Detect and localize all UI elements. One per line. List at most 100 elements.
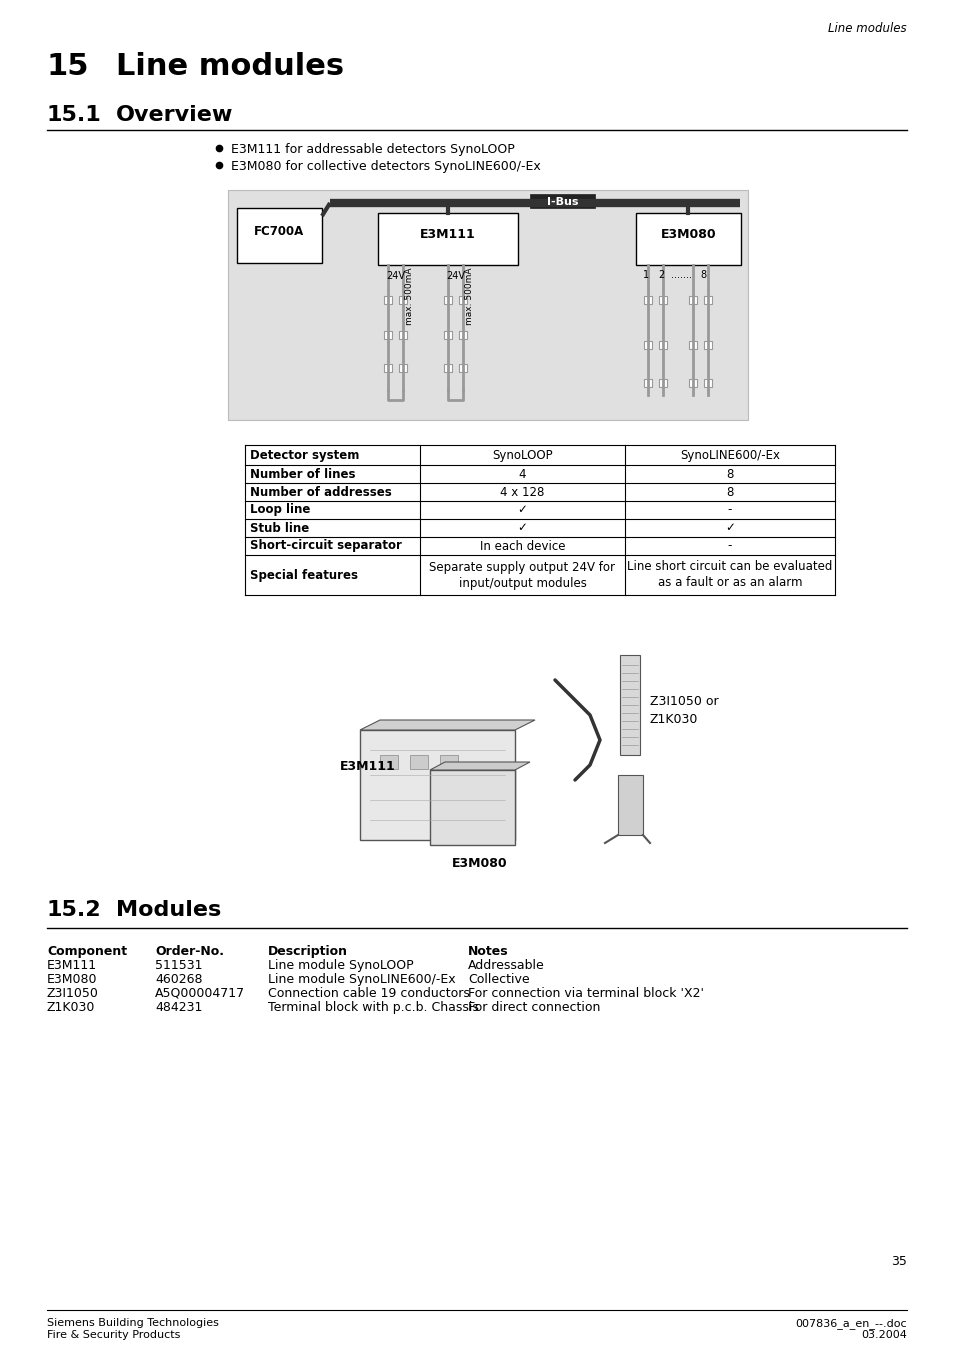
Text: 15: 15 [47, 51, 90, 81]
Text: E3M111: E3M111 [47, 959, 97, 971]
Text: 4: 4 [518, 467, 526, 481]
Text: as a fault or as an alarm: as a fault or as an alarm [657, 577, 801, 589]
Text: I-Bus: I-Bus [546, 197, 578, 207]
Text: Line module SynoLOOP: Line module SynoLOOP [268, 959, 414, 971]
Text: E3M080: E3M080 [452, 857, 507, 870]
Text: Line modules: Line modules [827, 22, 906, 35]
Text: E3M080 for collective detectors SynoLINE600/-Ex: E3M080 for collective detectors SynoLINE… [231, 159, 540, 173]
Text: 35: 35 [890, 1255, 906, 1269]
Text: Line short circuit can be evaluated: Line short circuit can be evaluated [627, 561, 832, 574]
Bar [659, 296, 666, 304]
Text: 4 x 128: 4 x 128 [499, 485, 544, 499]
Text: Number of lines: Number of lines [250, 467, 355, 481]
Bar [643, 296, 651, 304]
Bar [398, 331, 407, 339]
Bar [384, 296, 392, 304]
Text: Order-No.: Order-No. [154, 944, 224, 958]
Bar [458, 296, 467, 304]
Text: In each device: In each device [479, 539, 565, 553]
Text: ✓: ✓ [724, 521, 734, 535]
Bar [236, 208, 322, 263]
Text: ✓: ✓ [517, 521, 527, 535]
Text: 8: 8 [725, 485, 733, 499]
Text: Description: Description [268, 944, 348, 958]
Text: Fire & Security Products: Fire & Security Products [47, 1329, 180, 1340]
Text: A5Q00004717: A5Q00004717 [154, 988, 245, 1000]
Text: Line modules: Line modules [116, 51, 344, 81]
Text: 460268: 460268 [154, 973, 202, 986]
Bar [377, 213, 517, 265]
Bar [643, 340, 651, 349]
Text: max. 500mA: max. 500mA [405, 267, 414, 326]
Bar [384, 363, 392, 372]
Bar [618, 775, 642, 835]
Text: max. 500mA: max. 500mA [465, 267, 474, 326]
Text: For connection via terminal block 'X2': For connection via terminal block 'X2' [468, 988, 703, 1000]
Bar [659, 340, 666, 349]
Bar [443, 296, 452, 304]
Bar [530, 195, 595, 208]
Text: Component: Component [47, 944, 127, 958]
Bar [443, 363, 452, 372]
Bar [703, 340, 711, 349]
Text: Z3I1050 or: Z3I1050 or [649, 694, 718, 708]
Bar [688, 296, 697, 304]
Bar [443, 331, 452, 339]
Bar [703, 296, 711, 304]
Text: 24V: 24V [386, 272, 405, 281]
Text: 8: 8 [725, 467, 733, 481]
Bar [643, 380, 651, 386]
Bar [359, 730, 515, 840]
Bar [688, 340, 697, 349]
Bar [636, 213, 740, 265]
Bar [430, 770, 515, 844]
Text: 03.2004: 03.2004 [861, 1329, 906, 1340]
Text: Z1K030: Z1K030 [47, 1001, 95, 1015]
Bar [398, 363, 407, 372]
Text: Addressable: Addressable [468, 959, 544, 971]
Text: 24V: 24V [446, 272, 464, 281]
Text: Z1K030: Z1K030 [649, 713, 698, 725]
Bar [384, 331, 392, 339]
Bar [659, 380, 666, 386]
Bar [458, 331, 467, 339]
Text: Terminal block with p.c.b. Chassis: Terminal block with p.c.b. Chassis [268, 1001, 478, 1015]
Bar [619, 655, 639, 755]
Text: SynoLOOP: SynoLOOP [492, 449, 552, 462]
Text: 15.1: 15.1 [47, 105, 102, 126]
Bar [703, 380, 711, 386]
Text: Connection cable 19 conductors: Connection cable 19 conductors [268, 988, 470, 1000]
Polygon shape [430, 762, 530, 770]
Text: 15.2: 15.2 [47, 900, 102, 920]
Text: Stub line: Stub line [250, 521, 309, 535]
Text: Special features: Special features [250, 569, 357, 581]
Text: Modules: Modules [116, 900, 221, 920]
Polygon shape [359, 720, 535, 730]
Text: -: - [727, 539, 731, 553]
Text: Collective: Collective [468, 973, 529, 986]
Text: Short-circuit separator: Short-circuit separator [250, 539, 401, 553]
Bar [410, 755, 428, 769]
Text: E3M111 for addressable detectors SynoLOOP: E3M111 for addressable detectors SynoLOO… [231, 143, 515, 155]
Text: 8: 8 [700, 270, 705, 280]
Text: SynoLINE600/-Ex: SynoLINE600/-Ex [679, 449, 780, 462]
Bar [439, 755, 457, 769]
Bar [228, 190, 747, 420]
Text: Z3I1050: Z3I1050 [47, 988, 99, 1000]
Text: ✓: ✓ [517, 504, 527, 516]
Text: Overview: Overview [116, 105, 233, 126]
Bar [458, 363, 467, 372]
Text: Notes: Notes [468, 944, 508, 958]
Text: FC700A: FC700A [254, 226, 304, 238]
Text: 484231: 484231 [154, 1001, 202, 1015]
Text: E3M111: E3M111 [339, 761, 395, 773]
Text: input/output modules: input/output modules [458, 577, 586, 589]
Text: 1: 1 [642, 270, 648, 280]
Text: E3M080: E3M080 [47, 973, 97, 986]
Text: For direct connection: For direct connection [468, 1001, 599, 1015]
Text: E3M111: E3M111 [419, 228, 476, 242]
Text: Detector system: Detector system [250, 449, 359, 462]
Bar [379, 755, 397, 769]
Text: -: - [727, 504, 731, 516]
Text: 2: 2 [658, 270, 663, 280]
